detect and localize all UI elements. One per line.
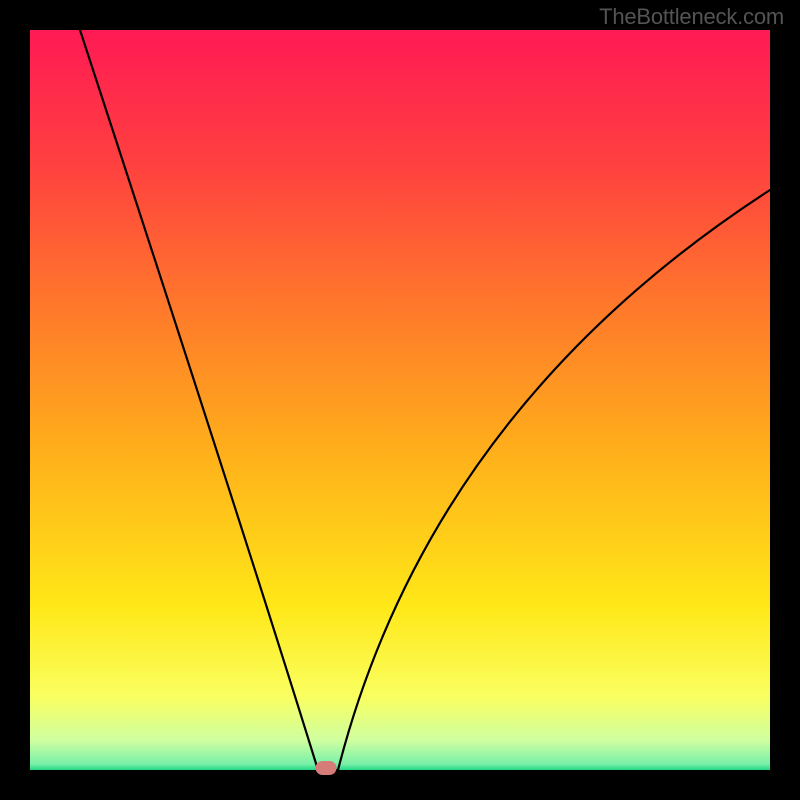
bottleneck-curve — [30, 30, 770, 770]
curve-path — [80, 30, 770, 770]
plot-area — [30, 30, 770, 770]
chart-root: TheBottleneck.com — [0, 0, 800, 800]
valley-marker — [316, 761, 337, 775]
watermark-text: TheBottleneck.com — [599, 4, 784, 30]
